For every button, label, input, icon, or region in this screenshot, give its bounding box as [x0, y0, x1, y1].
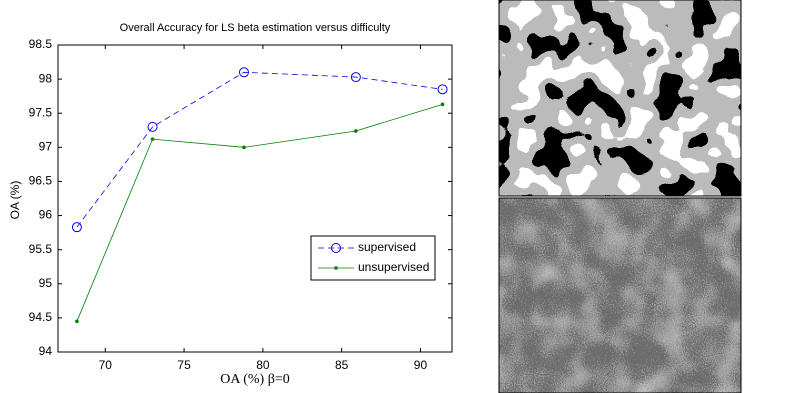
- y-tick-label: 97.5: [29, 105, 53, 119]
- noisy-image: [499, 198, 741, 393]
- figure: Overall Accuracy for LS beta estimation …: [0, 0, 812, 393]
- chart-title: Overall Accuracy for LS beta estimation …: [120, 22, 391, 34]
- y-tick-label: 95: [39, 276, 53, 290]
- marker: [151, 137, 155, 141]
- x-axis-label: OA (%) β=0: [220, 372, 289, 387]
- y-tick-label: 96.5: [29, 174, 53, 188]
- x-tick-label: 80: [256, 358, 270, 372]
- x-tick-label: 90: [414, 358, 428, 372]
- y-tick-label: 98.5: [29, 37, 53, 51]
- legend-label: unsupervised: [358, 260, 429, 274]
- x-tick-label: 75: [177, 358, 191, 372]
- y-tick-label: 94: [39, 344, 53, 358]
- marker: [242, 146, 246, 150]
- y-tick-label: 97: [39, 140, 53, 154]
- marker: [441, 103, 445, 107]
- y-tick-label: 95.5: [29, 242, 53, 256]
- y-tick-label: 98: [39, 71, 53, 85]
- marker: [354, 129, 358, 133]
- plot-area: [58, 45, 452, 352]
- y-axis-label: OA (%): [8, 181, 22, 220]
- legend-label: supervised: [358, 240, 416, 254]
- legend: supervised unsupervised: [311, 236, 435, 280]
- y-tick-label: 96: [39, 208, 53, 222]
- x-tick-label: 70: [99, 358, 113, 372]
- x-tick-label: 85: [335, 358, 349, 372]
- y-tick-label: 94.5: [29, 310, 53, 324]
- page: {"chart_data": {"type": "line", "title":…: [0, 0, 812, 393]
- label-map-image: [499, 0, 741, 196]
- marker: [75, 320, 79, 324]
- legend-marker: [334, 266, 338, 270]
